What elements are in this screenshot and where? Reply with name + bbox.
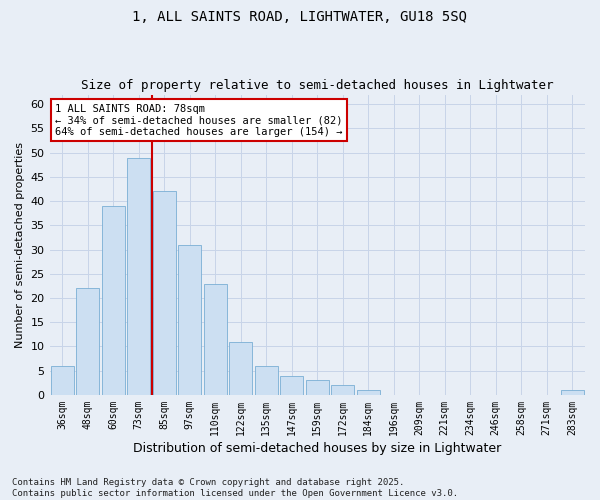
Bar [178,244,201,395]
Y-axis label: Number of semi-detached properties: Number of semi-detached properties [15,142,25,348]
Bar [306,380,329,395]
Bar [153,192,176,395]
Bar [127,158,150,395]
Bar [331,386,354,395]
Text: 1 ALL SAINTS ROAD: 78sqm
← 34% of semi-detached houses are smaller (82)
64% of s: 1 ALL SAINTS ROAD: 78sqm ← 34% of semi-d… [55,104,343,137]
Bar [561,390,584,395]
Text: 1, ALL SAINTS ROAD, LIGHTWATER, GU18 5SQ: 1, ALL SAINTS ROAD, LIGHTWATER, GU18 5SQ [133,10,467,24]
Bar [229,342,252,395]
Bar [51,366,74,395]
Bar [357,390,380,395]
X-axis label: Distribution of semi-detached houses by size in Lightwater: Distribution of semi-detached houses by … [133,442,502,455]
Text: Contains HM Land Registry data © Crown copyright and database right 2025.
Contai: Contains HM Land Registry data © Crown c… [12,478,458,498]
Bar [255,366,278,395]
Bar [280,376,303,395]
Bar [76,288,99,395]
Bar [204,284,227,395]
Title: Size of property relative to semi-detached houses in Lightwater: Size of property relative to semi-detach… [81,79,554,92]
Bar [102,206,125,395]
